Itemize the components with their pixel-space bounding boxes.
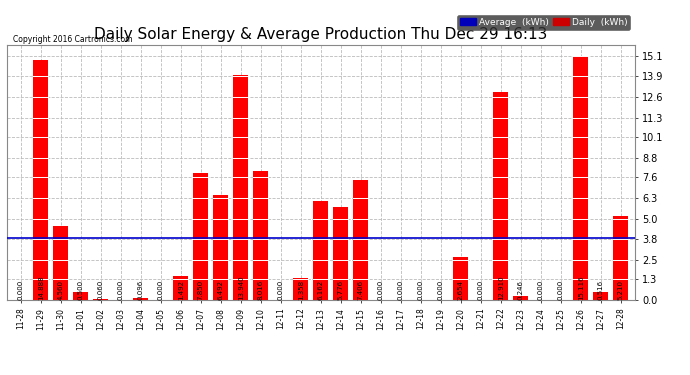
Bar: [513, 296, 529, 300]
Bar: [133, 298, 148, 300]
Text: 6.162: 6.162: [318, 279, 324, 300]
Text: 0.000: 0.000: [438, 279, 444, 300]
Text: 1.492: 1.492: [178, 280, 184, 300]
Text: 0.000: 0.000: [118, 279, 124, 300]
Bar: [293, 278, 308, 300]
Bar: [313, 201, 328, 300]
Text: 0.000: 0.000: [18, 279, 24, 300]
Text: 5.776: 5.776: [338, 279, 344, 300]
Bar: [573, 56, 589, 300]
Bar: [173, 276, 188, 300]
Bar: [213, 195, 228, 300]
Text: 13.940: 13.940: [238, 275, 244, 300]
Bar: [233, 75, 248, 300]
Text: 0.000: 0.000: [158, 279, 164, 300]
Title: Daily Solar Energy & Average Production Thu Dec 29 16:13: Daily Solar Energy & Average Production …: [94, 27, 548, 42]
Bar: [53, 226, 68, 300]
Bar: [193, 173, 208, 300]
Text: 1.358: 1.358: [298, 279, 304, 300]
Bar: [93, 299, 108, 300]
Text: 0.000: 0.000: [477, 279, 484, 300]
Text: 7.850: 7.850: [198, 279, 204, 300]
Text: 12.910: 12.910: [497, 275, 504, 300]
Text: 0.246: 0.246: [518, 280, 524, 300]
Legend: Average  (kWh), Daily  (kWh): Average (kWh), Daily (kWh): [457, 15, 630, 30]
Text: 6.492: 6.492: [218, 280, 224, 300]
Bar: [73, 292, 88, 300]
Text: Copyright 2016 Cartronics.com: Copyright 2016 Cartronics.com: [13, 35, 132, 44]
Bar: [613, 216, 629, 300]
Bar: [593, 292, 609, 300]
Text: 8.016: 8.016: [258, 279, 264, 300]
Bar: [33, 60, 48, 300]
Bar: [493, 92, 509, 300]
Text: 7.406: 7.406: [358, 279, 364, 300]
Text: 15.116: 15.116: [578, 275, 584, 300]
Text: 0.060: 0.060: [98, 279, 104, 300]
Text: 0.516: 0.516: [598, 279, 604, 300]
Text: 0.000: 0.000: [418, 279, 424, 300]
Text: 14.888: 14.888: [38, 275, 44, 300]
Text: 0.096: 0.096: [138, 279, 144, 300]
Text: 0.000: 0.000: [558, 279, 564, 300]
Text: 5.210: 5.210: [618, 280, 624, 300]
Bar: [453, 257, 469, 300]
Text: 4.560: 4.560: [58, 280, 64, 300]
Bar: [253, 171, 268, 300]
Text: 0.500: 0.500: [78, 279, 84, 300]
Text: 0.000: 0.000: [278, 279, 284, 300]
Text: 2.654: 2.654: [458, 280, 464, 300]
Text: 0.000: 0.000: [538, 279, 544, 300]
Text: 0.000: 0.000: [378, 279, 384, 300]
Text: 0.000: 0.000: [398, 279, 404, 300]
Bar: [333, 207, 348, 300]
Bar: [353, 180, 368, 300]
